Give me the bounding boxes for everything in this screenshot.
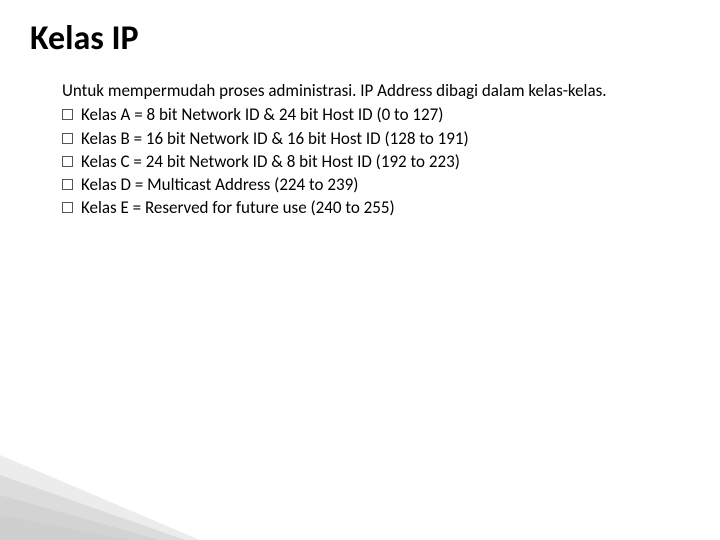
stripe bbox=[0, 475, 185, 540]
bullet-text: Kelas E = Reserved for future use (240 t… bbox=[81, 197, 395, 218]
slide-title: Kelas IP bbox=[30, 18, 139, 59]
list-item: Kelas B = 16 bit Network ID & 16 bit Hos… bbox=[62, 127, 680, 150]
list-item: Kelas E = Reserved for future use (240 t… bbox=[62, 196, 680, 219]
bullet-text: Kelas B = 16 bit Network ID & 16 bit Hos… bbox=[81, 128, 469, 149]
intro-text: Untuk mempermudah proses administrasi. I… bbox=[62, 80, 680, 101]
bullet-text: Kelas C = 24 bit Network ID & 8 bit Host… bbox=[81, 151, 460, 172]
stripe bbox=[0, 455, 200, 540]
stripe bbox=[0, 515, 130, 540]
body-area: Untuk mempermudah proses administrasi. I… bbox=[62, 80, 680, 220]
stripe bbox=[0, 495, 160, 540]
slide: Kelas IP Untuk mempermudah proses admini… bbox=[0, 0, 720, 540]
square-bullet-icon bbox=[62, 156, 73, 167]
list-item: Kelas C = 24 bit Network ID & 8 bit Host… bbox=[62, 150, 680, 173]
list-item: Kelas D = Multicast Address (224 to 239) bbox=[62, 173, 680, 196]
bullet-text: Kelas D = Multicast Address (224 to 239) bbox=[81, 174, 358, 195]
bullet-list: Kelas A = 8 bit Network ID & 24 bit Host… bbox=[62, 103, 680, 219]
square-bullet-icon bbox=[62, 202, 73, 213]
corner-decoration bbox=[0, 420, 200, 540]
square-bullet-icon bbox=[62, 109, 73, 120]
bullet-text: Kelas A = 8 bit Network ID & 24 bit Host… bbox=[81, 104, 443, 125]
list-item: Kelas A = 8 bit Network ID & 24 bit Host… bbox=[62, 103, 680, 126]
square-bullet-icon bbox=[62, 179, 73, 190]
square-bullet-icon bbox=[62, 133, 73, 144]
